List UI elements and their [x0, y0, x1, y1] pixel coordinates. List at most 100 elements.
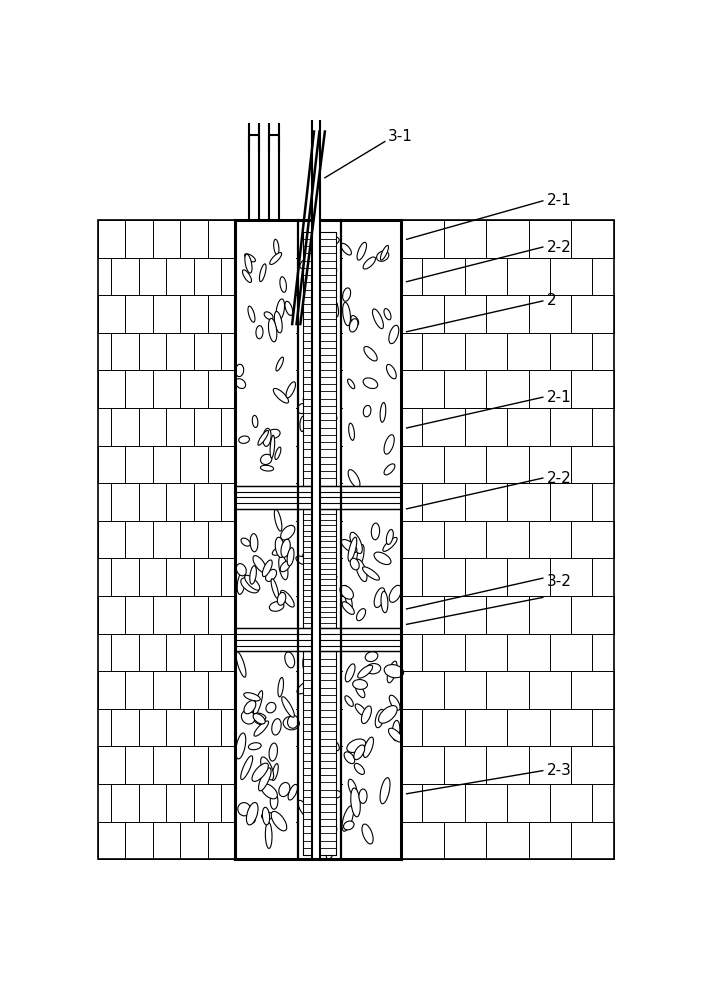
Ellipse shape: [318, 573, 325, 583]
Bar: [237, 509, 296, 628]
Ellipse shape: [245, 254, 252, 273]
Ellipse shape: [252, 763, 269, 781]
Text: 2-3: 2-3: [547, 763, 572, 778]
Ellipse shape: [384, 665, 404, 678]
Ellipse shape: [326, 412, 337, 421]
Ellipse shape: [237, 572, 245, 594]
Bar: [235, 220, 401, 859]
Bar: [303, 651, 336, 855]
Ellipse shape: [248, 743, 262, 750]
Ellipse shape: [241, 710, 255, 724]
Ellipse shape: [252, 415, 258, 428]
Bar: [343, 509, 399, 628]
Ellipse shape: [381, 591, 388, 613]
Ellipse shape: [303, 396, 310, 405]
Ellipse shape: [380, 245, 389, 260]
Ellipse shape: [363, 737, 373, 757]
Ellipse shape: [321, 348, 335, 362]
Ellipse shape: [342, 602, 354, 614]
Ellipse shape: [266, 702, 276, 713]
Ellipse shape: [250, 566, 257, 584]
Ellipse shape: [344, 752, 355, 764]
Ellipse shape: [253, 556, 266, 573]
Ellipse shape: [324, 575, 337, 587]
Ellipse shape: [356, 685, 365, 698]
Ellipse shape: [245, 254, 255, 262]
Ellipse shape: [254, 717, 266, 725]
Bar: [343, 651, 399, 855]
Ellipse shape: [303, 654, 308, 670]
Ellipse shape: [366, 664, 381, 674]
Ellipse shape: [361, 706, 371, 724]
Ellipse shape: [344, 821, 354, 830]
Ellipse shape: [354, 763, 364, 774]
Ellipse shape: [269, 602, 284, 611]
Ellipse shape: [377, 251, 389, 261]
Ellipse shape: [254, 713, 266, 720]
Ellipse shape: [342, 302, 351, 326]
Ellipse shape: [276, 299, 285, 320]
Ellipse shape: [285, 652, 295, 668]
Bar: [303, 232, 336, 486]
Ellipse shape: [280, 590, 295, 607]
Ellipse shape: [349, 319, 358, 332]
Bar: [299, 651, 340, 855]
Ellipse shape: [286, 382, 295, 398]
Ellipse shape: [320, 781, 325, 794]
Ellipse shape: [298, 800, 309, 817]
Ellipse shape: [389, 728, 403, 742]
Ellipse shape: [383, 537, 397, 551]
Bar: [237, 651, 296, 855]
Bar: [235, 486, 401, 509]
Ellipse shape: [348, 537, 356, 561]
Ellipse shape: [317, 309, 323, 324]
Ellipse shape: [272, 544, 290, 555]
Ellipse shape: [314, 784, 329, 799]
Ellipse shape: [280, 561, 290, 572]
Ellipse shape: [349, 423, 354, 440]
Text: 2-1: 2-1: [547, 390, 572, 405]
Ellipse shape: [254, 691, 263, 716]
Ellipse shape: [244, 701, 256, 714]
Ellipse shape: [261, 757, 273, 780]
Ellipse shape: [329, 237, 340, 244]
Ellipse shape: [275, 447, 281, 460]
Ellipse shape: [331, 297, 338, 317]
Ellipse shape: [323, 696, 330, 708]
Ellipse shape: [273, 239, 279, 255]
Ellipse shape: [362, 824, 373, 844]
Ellipse shape: [389, 695, 400, 710]
Ellipse shape: [236, 364, 244, 377]
Bar: [343, 232, 399, 486]
Ellipse shape: [380, 403, 386, 422]
Ellipse shape: [363, 378, 378, 389]
Ellipse shape: [374, 588, 385, 607]
Ellipse shape: [347, 379, 355, 389]
Ellipse shape: [280, 525, 295, 540]
Ellipse shape: [265, 822, 272, 848]
Ellipse shape: [273, 388, 288, 403]
Ellipse shape: [323, 520, 333, 531]
Ellipse shape: [354, 745, 365, 760]
Ellipse shape: [287, 548, 294, 566]
Ellipse shape: [340, 585, 354, 599]
Bar: [237, 232, 296, 486]
Ellipse shape: [374, 552, 391, 565]
Text: 3-2: 3-2: [547, 574, 572, 589]
Ellipse shape: [259, 264, 266, 282]
Ellipse shape: [365, 652, 378, 662]
Ellipse shape: [280, 277, 286, 292]
Ellipse shape: [331, 741, 340, 751]
Ellipse shape: [303, 552, 316, 560]
Ellipse shape: [304, 523, 315, 544]
Ellipse shape: [250, 534, 258, 552]
Ellipse shape: [296, 556, 309, 565]
Text: 2: 2: [547, 293, 557, 308]
Bar: [98, 220, 614, 859]
Ellipse shape: [241, 538, 250, 546]
Ellipse shape: [364, 346, 378, 361]
Ellipse shape: [357, 242, 366, 260]
Ellipse shape: [300, 260, 307, 268]
Ellipse shape: [247, 802, 258, 825]
Ellipse shape: [270, 793, 278, 809]
